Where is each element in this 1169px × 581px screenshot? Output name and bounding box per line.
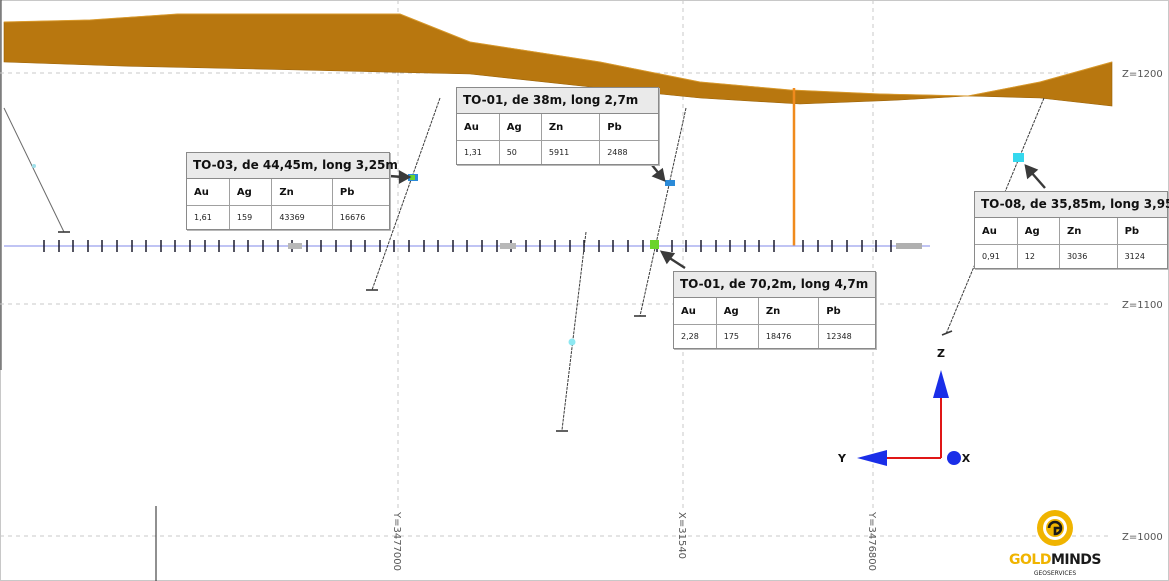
callout-arrow-to01-38m-head [651, 167, 666, 182]
callout-to08: TO-08, de 35,85m, long 3,95m Au Ag Zn Pb… [974, 191, 1169, 269]
assay-table: Au Ag Zn Pb 1,31 50 5911 2488 [457, 114, 658, 164]
intercept-minor-marker [568, 338, 576, 346]
value-zn: 3036 [1059, 244, 1118, 268]
value-ag: 159 [229, 205, 273, 229]
header-ag: Ag [499, 114, 542, 141]
callout-arrow-to08-head [1024, 164, 1039, 180]
z-axis-arrow [933, 370, 949, 398]
header-pb: Pb [599, 114, 658, 141]
y-axis-arrow [857, 450, 887, 466]
header-ag: Ag [1017, 218, 1060, 245]
drillhole-trace [3, 107, 65, 233]
section-gap-mark [288, 243, 302, 249]
y-axis-label: Y [837, 452, 847, 465]
header-ag: Ag [229, 179, 273, 206]
orientation-axes: Z Y X [837, 347, 971, 466]
value-zn: 5911 [541, 140, 601, 164]
header-zn: Zn [758, 298, 820, 325]
value-pb: 2488 [607, 148, 628, 157]
x-axis-label: X [962, 452, 971, 465]
goldminds-emblem-icon [1037, 510, 1073, 546]
logo-word-minds: MINDS [1050, 552, 1102, 568]
header-zn: Zn [271, 179, 333, 206]
grid-label-y3476800: Y=3476800 [866, 511, 877, 571]
value-ag: 175 [716, 324, 759, 348]
value-pb: 12348 [826, 332, 852, 341]
drillholes [3, 97, 1045, 581]
callout-title: TO-01, de 70,2m, long 4,7m [674, 272, 875, 298]
section-gap-mark [500, 243, 516, 249]
intercept-to03-core [410, 175, 415, 180]
value-au: 0,91 [975, 244, 1018, 268]
header-zn: Zn [541, 114, 601, 141]
drillhole-trace [561, 231, 587, 431]
header-zn: Zn [1059, 218, 1118, 245]
drillhole-end-marker [941, 330, 953, 336]
header-pb: Pb [332, 179, 389, 206]
callout-to03: TO-03, de 44,45m, long 3,25m Au Ag Zn Pb… [186, 152, 398, 230]
callout-arrow-to03-head [398, 169, 412, 185]
value-au: 2,28 [674, 324, 717, 348]
intercept-to01-38m-marker [665, 180, 675, 186]
drillhole-trace [639, 107, 687, 317]
value-ag: 12 [1017, 244, 1060, 268]
header-au: Au [457, 114, 500, 141]
assay-table: Au Ag Zn Pb 2,28 175 18476 12348 [674, 298, 875, 348]
callout-title: TO-08, de 35,85m, long 3,95m [975, 192, 1169, 218]
value-au: 1,61 [187, 205, 230, 229]
grid-label-z1000: Z=1000 [1122, 532, 1163, 543]
callout-arrow-to01-70m-head [659, 250, 676, 265]
goldminds-logo: GOLDMINDS GEOSERVICES [1005, 508, 1105, 578]
drillhole-trace [371, 97, 441, 291]
callout-to01-38m: TO-01, de 38m, long 2,7m Au Ag Zn Pb 1,3… [456, 87, 659, 165]
z-axis-label: Z [937, 347, 945, 360]
header-au: Au [187, 179, 230, 206]
callout-arrow-to08 [1030, 171, 1046, 189]
intercept-to01-70m-marker [650, 240, 659, 249]
value-ag: 50 [499, 140, 542, 164]
section-line-ticks [43, 240, 892, 252]
value-zn: 18476 [758, 324, 820, 348]
header-au: Au [975, 218, 1018, 245]
callout-title: TO-01, de 38m, long 2,7m [457, 88, 658, 114]
overburden-top-edge [3, 13, 1113, 97]
header-pb: Pb [1117, 218, 1167, 245]
x-axis-dot [947, 451, 961, 465]
callout-to01-70m: TO-01, de 70,2m, long 4,7m Au Ag Zn Pb 2… [673, 271, 876, 349]
drillhole-trace [945, 97, 1045, 335]
logo-wordmark: GOLDMINDS [1005, 552, 1105, 568]
assay-table: Au Ag Zn Pb 1,61 159 43369 16676 [187, 179, 389, 229]
grid-label-y3477000: Y=3477000 [391, 511, 402, 571]
grid-label-x31540: X=31540 [676, 512, 687, 559]
intercept-minor-marker [32, 164, 36, 168]
grid-label-z1100: Z=1100 [1122, 300, 1163, 311]
grid-label-z1200: Z=1200 [1122, 69, 1163, 80]
value-pb: 3124 [1124, 252, 1145, 261]
value-au: 1,31 [457, 140, 500, 164]
assay-table: Au Ag Zn Pb 0,91 12 3036 3124 [975, 218, 1167, 268]
value-pb: 16676 [339, 213, 366, 222]
section-gap-mark [896, 243, 922, 249]
logo-subtitle: GEOSERVICES [1033, 570, 1077, 577]
value-zn: 43369 [271, 205, 333, 229]
header-pb: Pb [818, 298, 875, 325]
intercept-to08-marker [1013, 153, 1024, 162]
header-ag: Ag [716, 298, 759, 325]
logo-word-gold: GOLD [1009, 552, 1051, 568]
callout-title: TO-03, de 44,45m, long 3,25m [187, 153, 398, 179]
callout-arrows [388, 164, 1046, 270]
header-au: Au [674, 298, 717, 325]
